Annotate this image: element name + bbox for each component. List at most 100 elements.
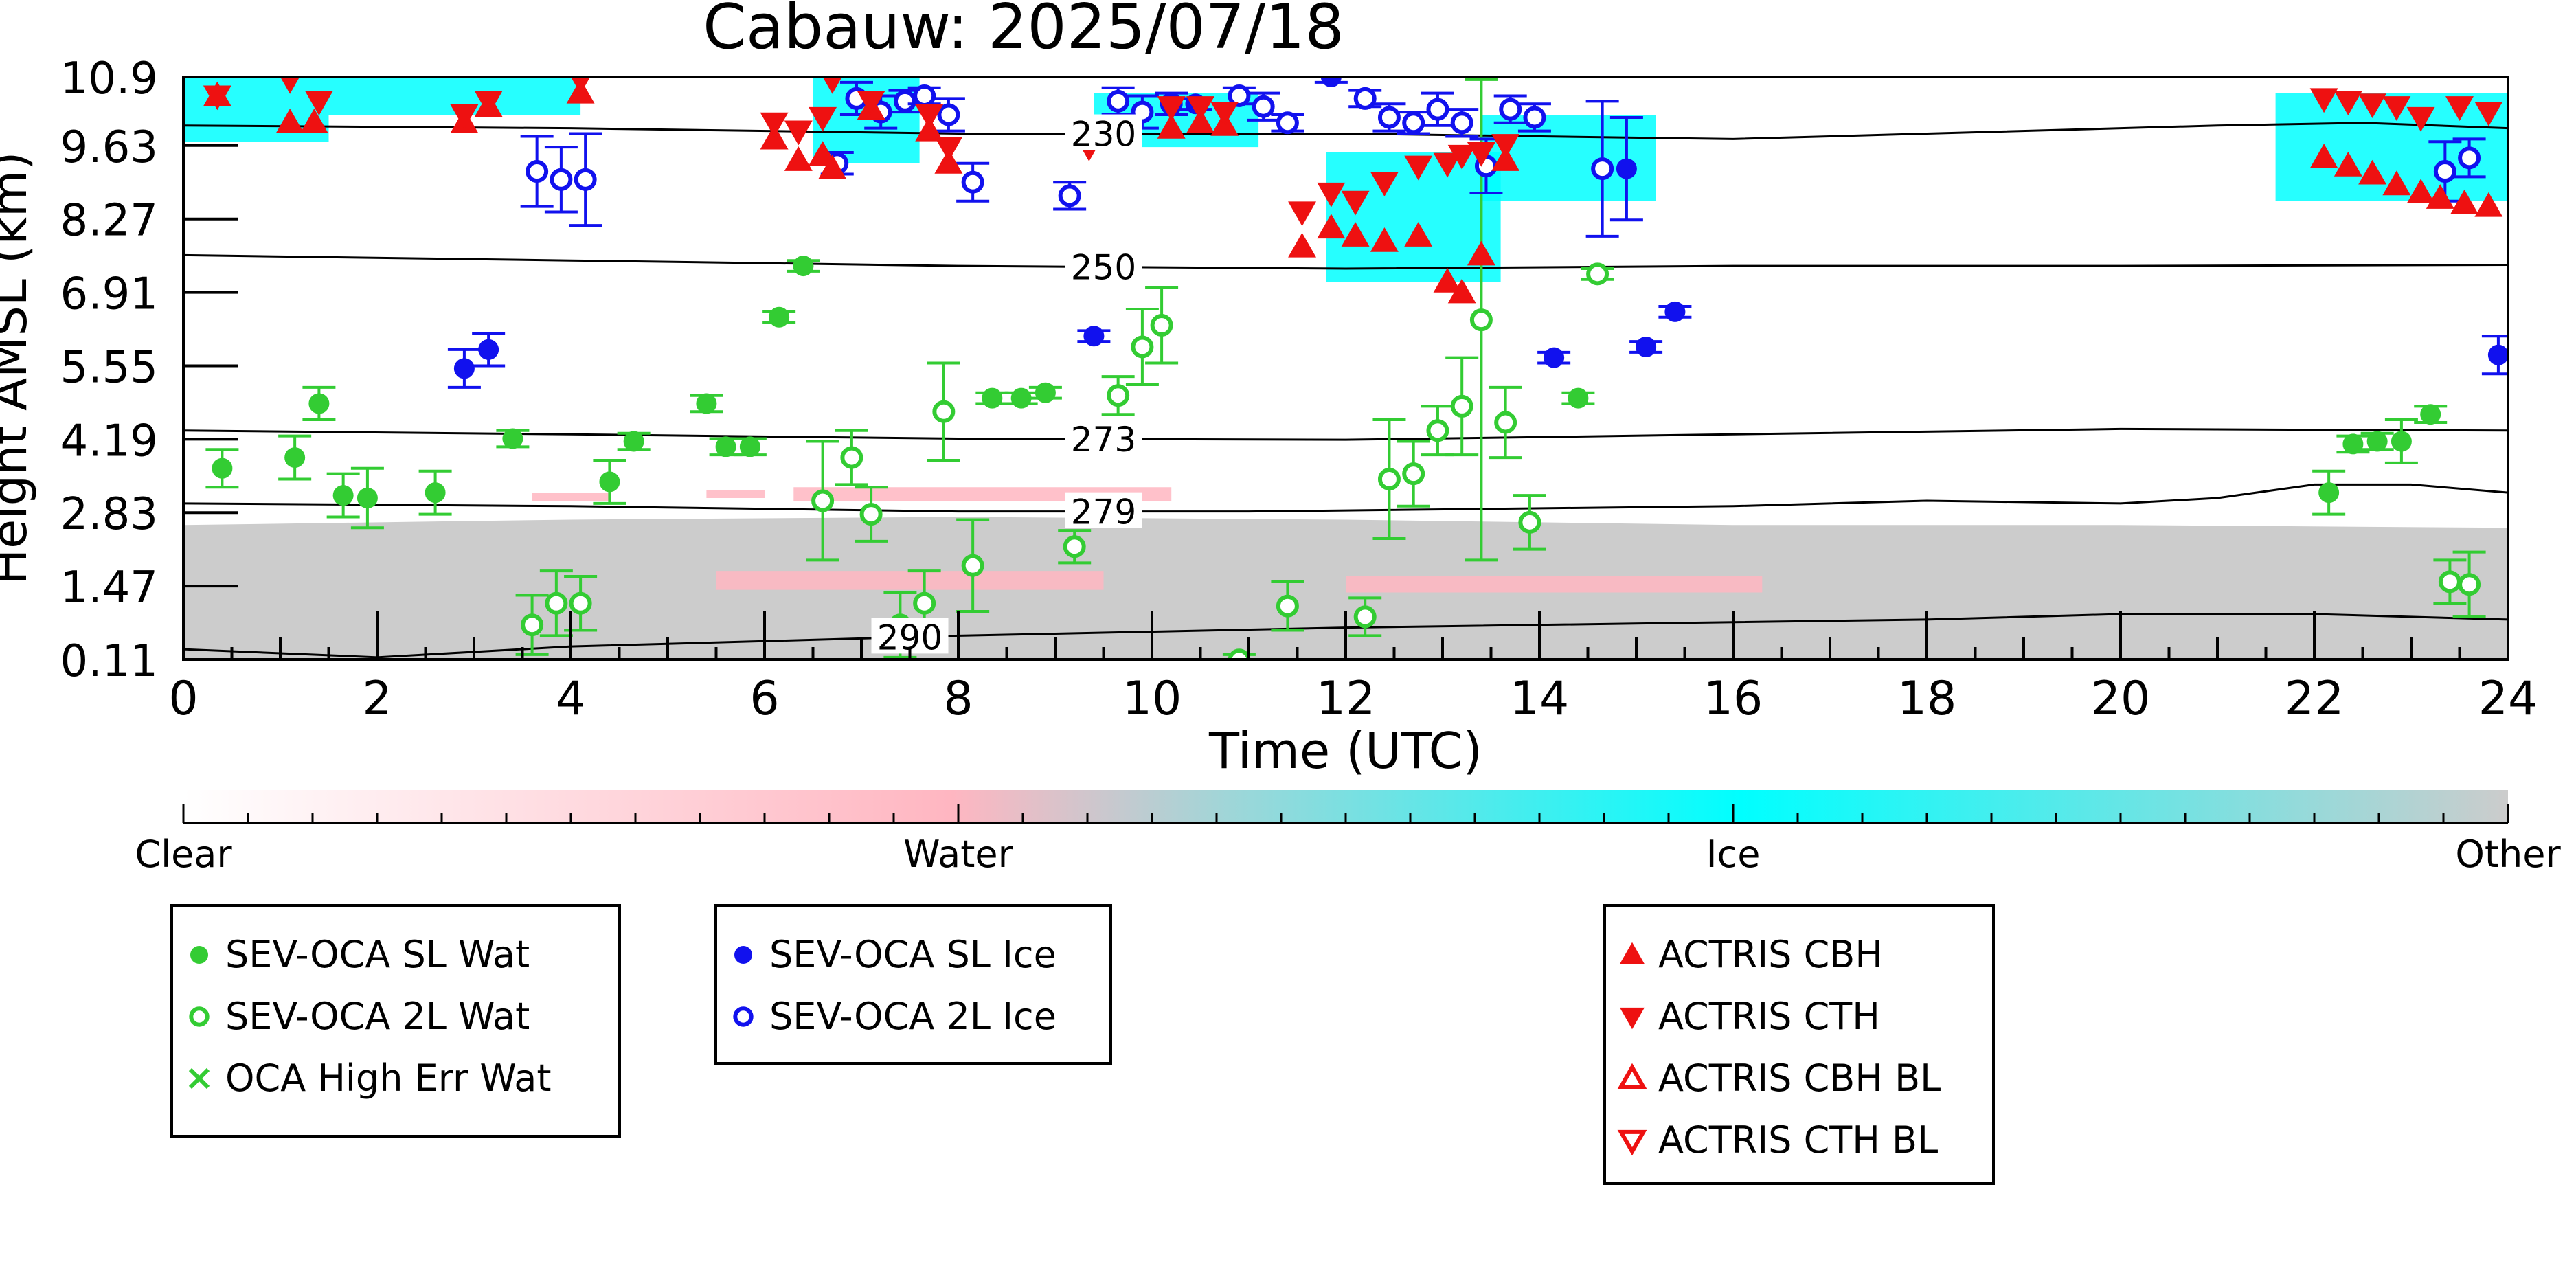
point-actris-cth-18 — [1317, 182, 1346, 207]
point-sev-oca-2l-wat-23 — [1518, 510, 1541, 534]
y-tick-label-8.27: 8.27 — [60, 196, 159, 247]
point-sev-oca-2l-ice-7 — [913, 84, 936, 108]
legend-marker-actris-cbh-bl — [1617, 1063, 1647, 1089]
point-actris-cth-29 — [2382, 96, 2411, 121]
point-sev-oca-2l-ice-26 — [2433, 160, 2456, 183]
point-actris-cbh-26 — [2334, 151, 2362, 177]
point-actris-cbh-18 — [1341, 222, 1370, 247]
x-tick-label-24: 24 — [2478, 672, 2538, 726]
point-sev-oca-sl-ice-7 — [1636, 336, 1657, 357]
point-actris-cbh-24 — [1491, 146, 1520, 171]
point-sev-oca-sl-wat-19 — [2342, 433, 2364, 455]
contour-label-279: 279 — [1071, 493, 1136, 532]
legend-box-1: SEV-OCA SL Wat SEV-OCA 2L Wat OCA High Err… — [170, 904, 621, 1138]
point-sev-oca-sl-ice-2 — [1083, 326, 1105, 347]
point-actris-cth-5 — [570, 77, 591, 94]
series-sev-oca-2l-wat — [515, 78, 2486, 659]
y-tick-label-1.47: 1.47 — [60, 563, 159, 613]
legend-frame — [170, 904, 621, 1138]
point-sev-oca-2l-ice-8 — [937, 103, 960, 126]
point-actris-cth-12 — [934, 137, 963, 161]
point-actris-cbh-31 — [2450, 189, 2479, 214]
point-sev-oca-sl-wat-0 — [212, 457, 233, 479]
point-sev-oca-2l-wat-7 — [913, 591, 936, 615]
point-sev-oca-sl-wat-21 — [2391, 431, 2412, 452]
legend-marker-actris-cth-bl — [1617, 1129, 1647, 1156]
point-sev-oca-2l-ice-0 — [526, 160, 549, 183]
point-sev-oca-2l-wat-25 — [2438, 570, 2461, 594]
legend-label-sev-oca-2l-wat: SEV-OCA 2L Wat — [225, 995, 530, 1038]
point-actris-cth-23 — [1447, 144, 1476, 170]
legend-label-actris-cth: ACTRIS CTH — [1658, 995, 1880, 1038]
point-actris-cth-10 — [857, 91, 885, 116]
point-actris-cth-20 — [1370, 172, 1399, 197]
point-sev-oca-2l-wat-12 — [1131, 335, 1154, 359]
x-tick-label-6: 6 — [749, 672, 779, 726]
colorbar-label-ice: Ice — [1706, 833, 1761, 876]
point-sev-oca-sl-wat-17 — [1568, 387, 1589, 409]
point-actris-cbh-22 — [1447, 278, 1476, 304]
contour-label-bg — [1065, 114, 1142, 150]
point-sev-oca-sl-ice-1 — [478, 339, 499, 360]
colorbar-label-other: Other — [2455, 833, 2561, 876]
legend-frame — [1603, 904, 1995, 1185]
point-sev-oca-sl-ice-4 — [1320, 77, 1342, 87]
legend-marker-oca-high-err-wat — [188, 1067, 210, 1089]
point-sev-oca-2l-ice-24 — [1523, 106, 1546, 129]
y-tick-label-10.9: 10.9 — [60, 54, 159, 104]
point-sev-oca-sl-wat-6 — [502, 428, 523, 449]
point-actris-cth-8 — [809, 106, 837, 132]
x-tick-label-16: 16 — [1704, 672, 1763, 726]
point-actris-cth-1 — [280, 77, 300, 94]
legend-marker-sev-oca-sl-wat — [190, 946, 208, 964]
y-tick-label-5.55: 5.55 — [60, 342, 159, 393]
point-sev-oca-2l-wat-16 — [1353, 605, 1377, 629]
point-actris-cth-3 — [450, 104, 479, 129]
point-actris-cbh-11 — [915, 116, 944, 142]
point-sev-oca-2l-wat-24 — [1586, 262, 1609, 286]
point-sev-oca-2l-wat-17 — [1377, 468, 1401, 491]
colorbar-label-water: Water — [903, 833, 1013, 876]
point-actris-cth-6 — [760, 112, 789, 137]
legend-box-3: ACTRIS CBH ACTRIS CTH ACTRIS CBH BL ACTRIS … — [1603, 904, 1995, 1185]
point-sev-oca-2l-ice-17 — [1353, 87, 1377, 110]
point-sev-oca-sl-wat-5 — [425, 482, 446, 504]
legend-label-actris-cbh: ACTRIS CBH — [1658, 933, 1883, 976]
contour-label-bg — [1065, 492, 1142, 528]
point-actris-cth-2 — [304, 91, 333, 116]
point-sev-oca-sl-wat-7 — [599, 471, 620, 493]
contour-label-230: 230 — [1071, 115, 1136, 155]
point-sev-oca-2l-ice-1 — [550, 168, 573, 191]
point-sev-oca-2l-wat-9 — [961, 554, 984, 577]
point-actris-cbh-23 — [1467, 240, 1495, 266]
contour-label-bg — [1065, 420, 1142, 456]
point-sev-oca-2l-ice-10 — [1058, 184, 1081, 207]
point-actris-cbh-1 — [275, 109, 304, 133]
region-ice-10 — [1326, 152, 1501, 282]
point-sev-oca-sl-wat-1 — [284, 447, 306, 468]
point-sev-oca-2l-wat-14 — [1228, 648, 1251, 659]
point-sev-oca-sl-wat-13 — [793, 256, 814, 277]
region-water-4 — [716, 571, 1104, 590]
legend: SEV-OCA SL Wat SEV-OCA 2L Wat OCA High Err… — [170, 904, 1995, 1185]
point-actris-cth-22 — [1433, 152, 1462, 178]
point-sev-oca-2l-wat-2 — [569, 591, 592, 615]
point-actris-cbh-19 — [1370, 227, 1399, 252]
point-sev-oca-sl-ice-9 — [2487, 344, 2508, 365]
x-tick-label-0: 0 — [168, 672, 198, 726]
point-sev-oca-2l-wat-11 — [1107, 384, 1130, 407]
point-actris-cth-16 — [1210, 102, 1239, 126]
x-tick-label-20: 20 — [2091, 672, 2151, 726]
point-actris-cbh-32 — [2474, 192, 2503, 217]
point-sev-oca-2l-ice-11 — [1107, 89, 1130, 113]
point-sev-oca-sl-wat-18 — [2318, 482, 2340, 504]
classification-colorbar: Clear Water Ice Other — [135, 790, 2561, 876]
y-tick-label-9.63: 9.63 — [60, 122, 159, 173]
point-actris-cth-17 — [1288, 201, 1317, 227]
point-actris-cbh-13 — [1157, 113, 1186, 139]
point-actris-cbh-2 — [300, 109, 328, 133]
point-sev-oca-2l-ice-27 — [2458, 146, 2481, 170]
colorbar-ticks — [182, 804, 2509, 823]
point-sev-oca-2l-wat-3 — [811, 489, 835, 512]
contour-273 — [183, 427, 2508, 441]
